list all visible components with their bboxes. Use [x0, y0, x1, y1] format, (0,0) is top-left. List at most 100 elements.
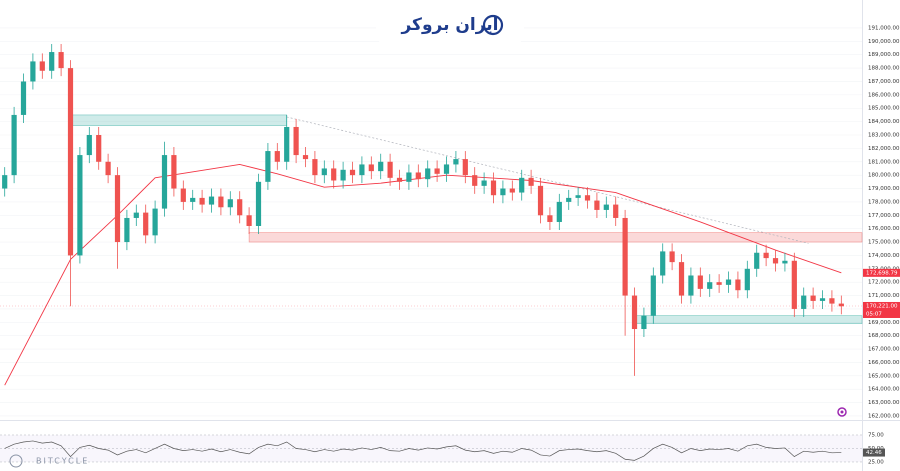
- price-label: 172,698.79: [866, 270, 898, 276]
- candle-body: [754, 252, 760, 269]
- candle-body: [237, 199, 243, 216]
- candle-body: [255, 181, 262, 226]
- candle-body: [58, 52, 64, 69]
- y-tick-label: 191,000.00: [868, 25, 900, 31]
- candle-body: [415, 172, 421, 180]
- candle-body: [725, 279, 732, 285]
- zone: [70, 114, 288, 126]
- y-tick-label: 184,000.00: [868, 119, 900, 125]
- y-tick-label: 190,000.00: [868, 39, 900, 45]
- candle-body: [387, 161, 393, 178]
- candle-body: [660, 251, 666, 276]
- watermark: BITCYCLE: [36, 457, 89, 466]
- candle-body: [744, 268, 750, 291]
- candle-body: [650, 275, 656, 316]
- candle-body: [218, 196, 224, 208]
- candle-body: [406, 172, 412, 182]
- candle-body: [77, 155, 83, 256]
- candle-body: [566, 197, 572, 202]
- y-tick-label: 163,000.00: [868, 400, 900, 406]
- y-tick-label: 169,000.00: [868, 320, 900, 326]
- candle-body: [622, 217, 628, 296]
- candle-body: [641, 315, 647, 330]
- candle-body: [321, 168, 327, 176]
- y-tick-label: 180,000.00: [868, 173, 900, 179]
- candle-body: [20, 81, 27, 115]
- candle-body: [763, 252, 769, 259]
- candle-body: [274, 151, 280, 162]
- y-tick-label: 186,000.00: [868, 92, 900, 98]
- y-tick-label: 176,000.00: [868, 226, 900, 232]
- zone: [248, 232, 863, 243]
- candle-body: [603, 204, 609, 210]
- y-tick-label: 75.00: [868, 432, 884, 438]
- y-tick-label: 164,000.00: [868, 387, 900, 393]
- candle-body: [519, 177, 525, 193]
- candle-body: [11, 114, 17, 176]
- candle-body: [331, 168, 337, 181]
- trendline: [286, 116, 809, 244]
- candle-body: [819, 298, 826, 301]
- y-tick-label: 182,000.00: [868, 146, 900, 152]
- candle-body: [190, 197, 196, 202]
- candle-body: [2, 175, 8, 189]
- candle-body: [575, 195, 581, 198]
- candle-body: [443, 164, 450, 174]
- watermark-icon: [9, 454, 23, 468]
- candle-body: [801, 295, 807, 309]
- candle-body: [265, 151, 271, 182]
- candle-body: [716, 282, 722, 285]
- candle-body: [49, 52, 55, 71]
- candle-body: [594, 200, 600, 210]
- y-tick-label: 171,000.00: [868, 293, 900, 299]
- price-label-box: [863, 268, 900, 277]
- zone: [634, 315, 863, 324]
- candle-body: [246, 215, 252, 226]
- candle-body: [838, 303, 844, 307]
- candle-body: [284, 126, 290, 162]
- candle-body: [688, 275, 694, 296]
- logo-box: [376, 6, 524, 44]
- alert-icon-dot: [840, 410, 844, 414]
- candle-body: [171, 155, 177, 189]
- candle-body: [133, 212, 139, 218]
- candle-body: [312, 159, 318, 176]
- price-label-box: [863, 301, 900, 318]
- candle-body: [30, 61, 36, 82]
- moving-average: [4, 163, 842, 386]
- candle-body: [669, 251, 675, 263]
- candle-body: [735, 279, 741, 291]
- rsi-line: [4, 440, 842, 461]
- candle-body: [782, 260, 788, 264]
- candle-body: [453, 159, 459, 165]
- candle-body: [86, 135, 92, 156]
- candle-body: [472, 175, 478, 186]
- candle-body: [631, 295, 638, 330]
- countdown: 05:07: [866, 311, 882, 317]
- candle-body: [810, 295, 816, 301]
- candle-body: [425, 168, 431, 180]
- y-tick-label: 179,000.00: [868, 186, 900, 192]
- candle-body: [462, 159, 468, 176]
- rsi-label: 42.46: [866, 450, 882, 456]
- candle-body: [152, 208, 158, 236]
- y-tick-label: 172,000.00: [868, 280, 900, 286]
- candle-body: [349, 169, 356, 176]
- y-tick-label: 183,000.00: [868, 133, 900, 139]
- candle-body: [368, 164, 374, 172]
- y-tick-label: 174,000.00: [868, 253, 900, 259]
- candle-body: [302, 155, 309, 160]
- candle-body: [180, 188, 186, 202]
- candle-body: [96, 135, 102, 162]
- candle-body: [39, 61, 45, 71]
- candle-body: [124, 217, 130, 243]
- logo: ایران بروکر: [376, 6, 524, 44]
- candle-body: [293, 126, 299, 156]
- candle-body: [396, 177, 403, 182]
- y-tick-label: 189,000.00: [868, 52, 900, 58]
- candle-body: [434, 168, 440, 174]
- price-label: 170,221.00: [866, 303, 898, 309]
- y-tick-label: 177,000.00: [868, 213, 900, 219]
